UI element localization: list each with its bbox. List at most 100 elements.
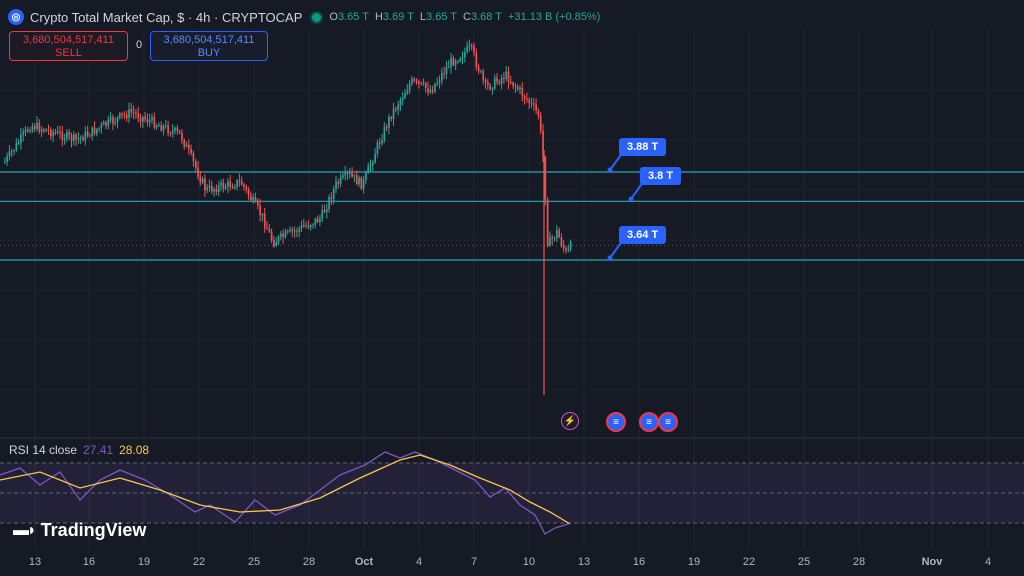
down-candle [482,71,485,81]
up-candle [142,116,144,122]
time-axis-label: 25 [247,556,261,568]
candlestick-series [4,39,572,395]
time-axis-label: 4 [415,556,423,568]
down-candle [330,197,333,199]
up-candle [220,182,222,186]
up-candle [234,187,236,189]
up-candle [56,131,59,133]
rsi-label[interactable]: RSI 14 close [9,443,78,457]
down-candle [507,71,510,83]
up-candle [381,140,383,144]
time-axis-label: 19 [137,556,151,568]
up-candle [31,126,34,131]
down-candle [257,201,259,206]
crypto-logo-icon: ◎ [8,9,24,25]
horizontal-level-lines[interactable] [0,151,1024,261]
time-axis[interactable]: 13 16 19 22 25 28 Oct 4 7 10 13 16 19 22 25 28 Nov 4 [0,556,1024,572]
sell-button[interactable]: 3,680,504,517,411 SELL [9,31,128,61]
us-flag-icon[interactable]: ≡ [639,412,659,432]
symbol-legend: ◎ Crypto Total Market Cap, $ · 4h · CRYP… [8,7,600,27]
tradingview-mark-icon: ▬◗ [13,521,37,539]
down-candle [139,118,142,122]
up-candle [109,117,112,120]
up-candle [17,142,20,144]
down-candle [452,57,455,66]
up-candle [165,125,167,127]
up-candle [401,97,404,100]
down-candle [516,86,519,90]
up-candle [227,181,229,187]
low-value: 3.65 T [426,11,458,23]
high-key: H [374,11,383,23]
down-candle [565,248,567,251]
up-candle [365,172,367,181]
tag-anchor [628,196,634,202]
down-candle [89,135,91,137]
down-candle [105,122,107,126]
up-candle [374,153,376,163]
down-candle [303,225,305,227]
down-candle [146,119,149,123]
down-candle [183,139,186,147]
up-candle [114,122,117,124]
down-candle [473,45,475,53]
us-flag-icon[interactable]: ≡ [658,412,678,432]
down-candle [229,181,232,187]
down-candle [215,188,218,193]
up-candle [284,231,287,238]
down-candle [254,197,257,202]
up-candle [397,104,399,110]
down-candle [337,181,340,184]
down-candle [296,230,298,232]
down-candle [475,52,478,67]
down-candle [169,133,172,135]
down-candle [443,73,445,75]
up-candle [107,119,110,126]
down-candle [135,112,137,114]
down-candle [43,129,45,131]
tradingview-logo[interactable]: ▬◗ TradingView [13,520,146,541]
price-tag-3-64[interactable]: 3.64 T [619,226,667,244]
time-axis-label: Oct [354,556,374,568]
up-candle [280,233,282,237]
down-candle [238,180,241,182]
up-candle [459,58,462,62]
flash-event-icon[interactable]: ⚡ [561,412,579,430]
open-value: 3.65 T [337,11,369,23]
down-candle [282,233,284,238]
price-tag-3-88[interactable]: 3.88 T [619,138,667,156]
down-candle [270,231,273,241]
time-axis-label: 13 [28,556,42,568]
down-candle [422,82,425,84]
down-candle [61,132,64,141]
down-candle [204,178,206,191]
up-candle [519,87,521,90]
down-candle [243,184,245,187]
up-candle [309,225,312,228]
down-candle [75,134,77,140]
price-tag-3-8[interactable]: 3.8 T [640,167,682,185]
up-candle [549,237,551,246]
down-candle [307,225,310,228]
up-candle [29,130,31,132]
down-candle [82,137,84,141]
up-candle [286,230,289,232]
up-candle [335,181,337,189]
high-value: 3.69 T [382,11,414,23]
down-candle [390,116,393,119]
up-candle [339,177,342,184]
down-candle [211,185,213,192]
up-candle [332,188,335,199]
down-candle [415,80,418,82]
up-candle [277,236,280,243]
down-candle [521,87,524,97]
down-candle [523,96,526,99]
symbol-title[interactable]: Crypto Total Market Cap, $ · 4h · CRYPTO… [30,9,303,25]
us-flag-icon[interactable]: ≡ [606,412,626,432]
buy-button[interactable]: 3,680,504,517,411 BUY [150,31,268,61]
up-candle [319,218,321,222]
up-candle [77,138,80,140]
time-axis-label: 13 [577,556,591,568]
down-candle [551,237,554,239]
